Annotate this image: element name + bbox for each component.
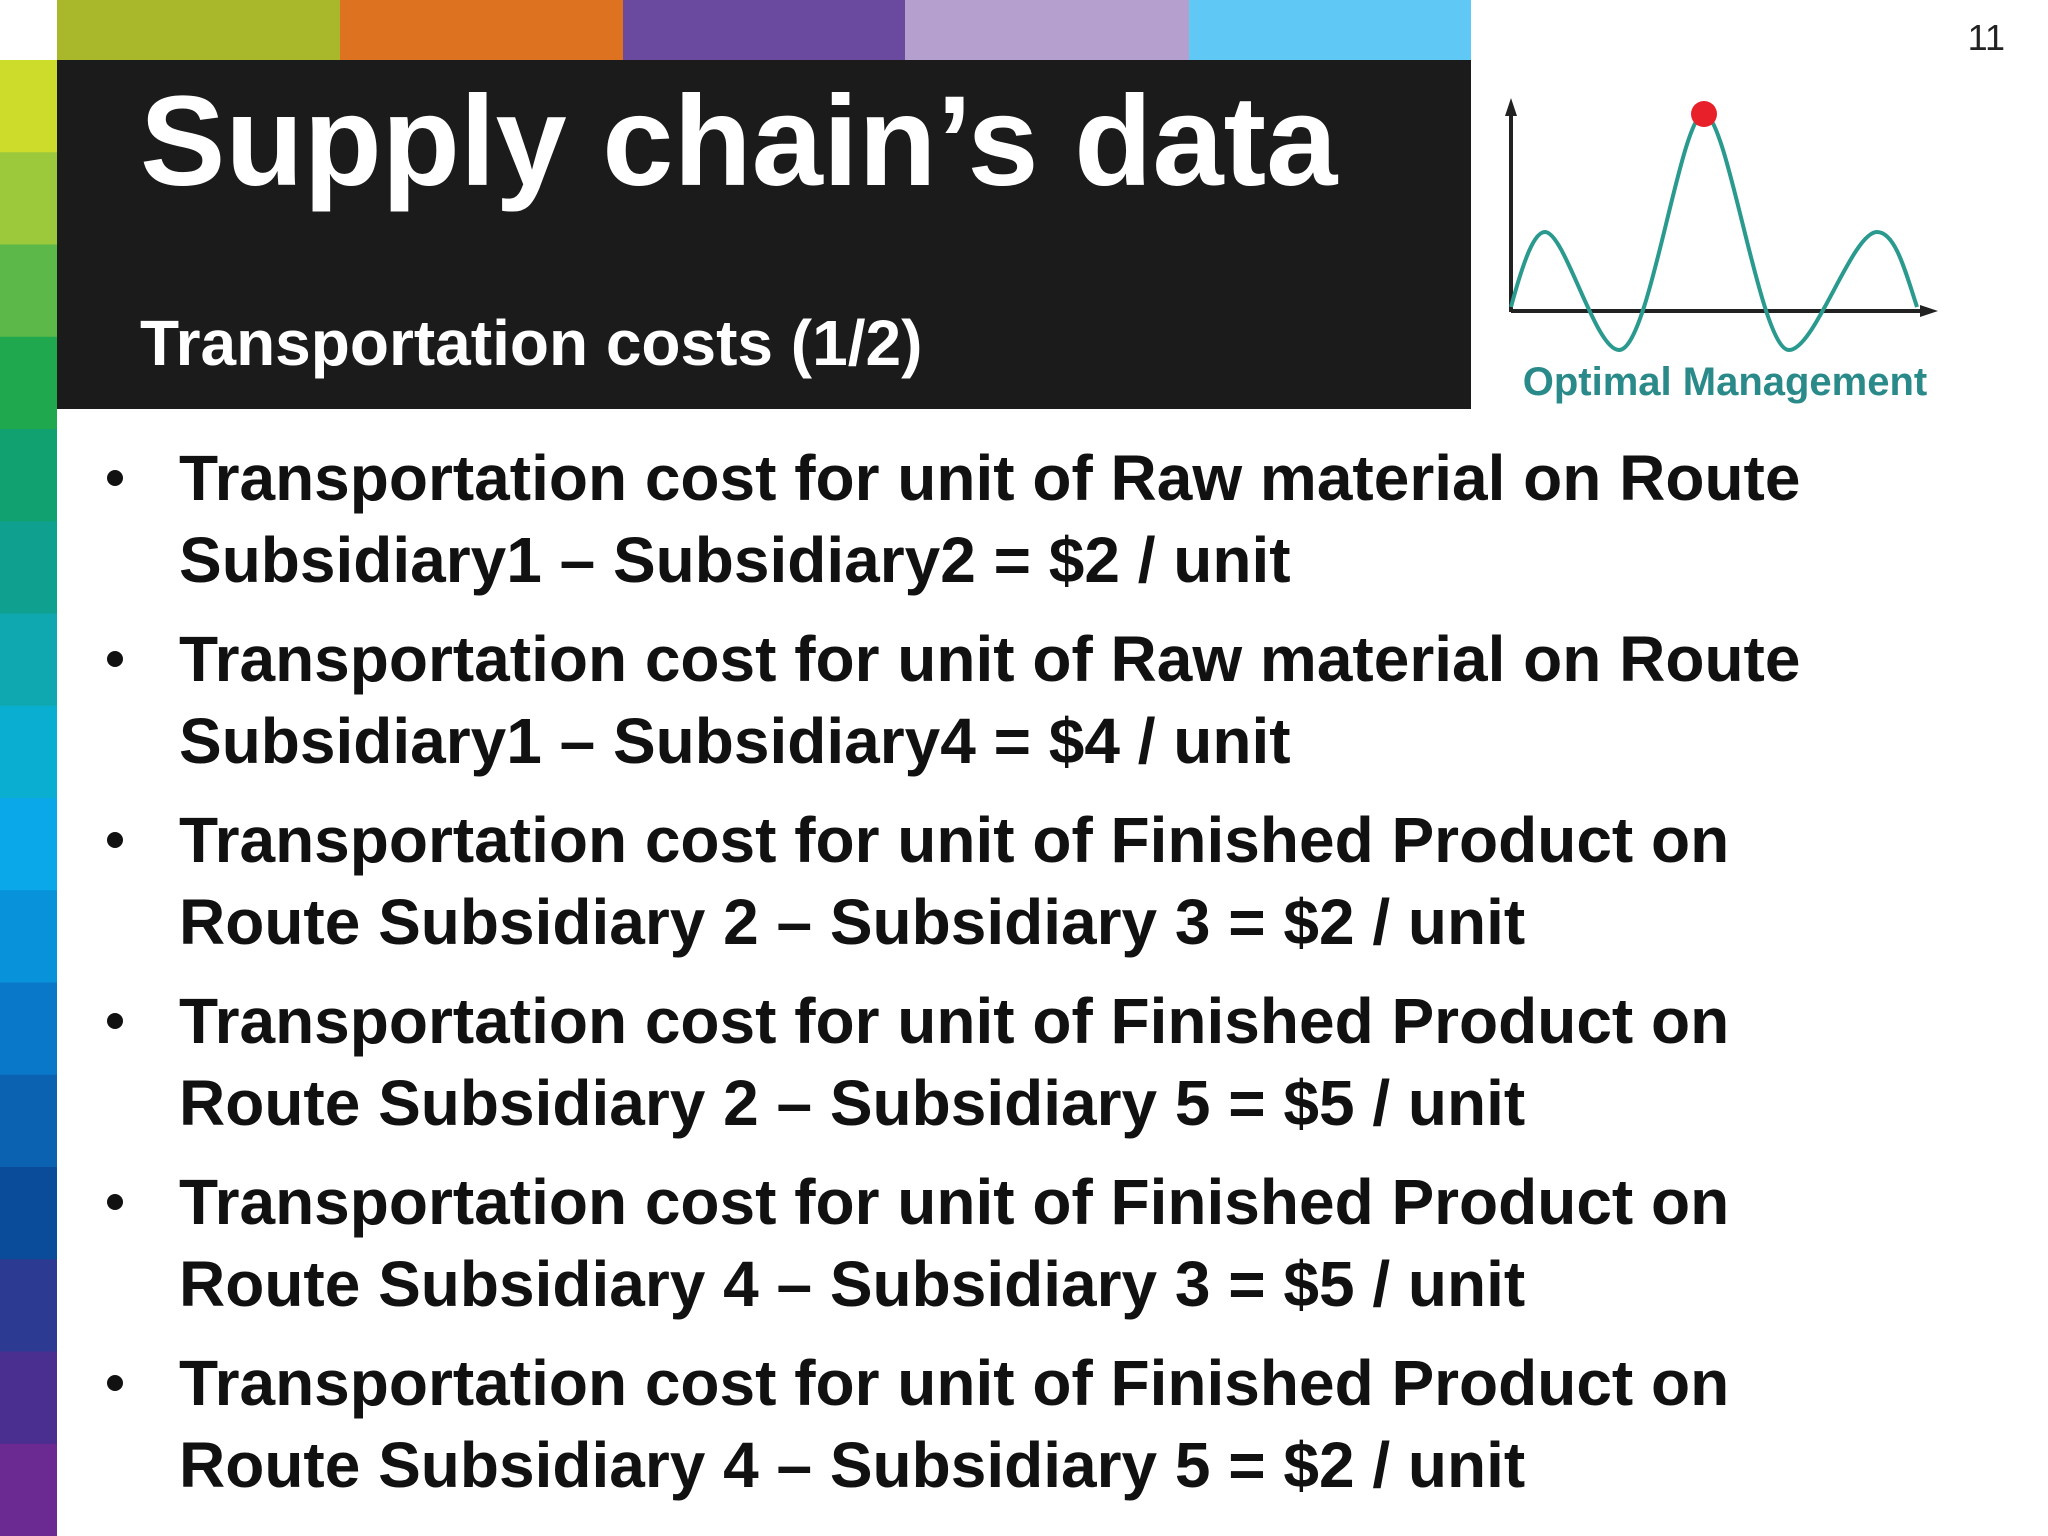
stripe-block	[0, 705, 57, 799]
header-band	[57, 60, 1471, 409]
color-block	[623, 0, 905, 60]
logo-caption: Optimal Management	[1523, 360, 1928, 404]
logo-arrow	[1505, 98, 1517, 116]
color-block	[905, 0, 1189, 60]
bullet-marker	[107, 1013, 123, 1029]
logo-peak	[1691, 101, 1717, 127]
page-number: 11	[1968, 17, 2005, 58]
stripe-block	[0, 982, 57, 1076]
subtitle: Transportation costs (1/2)	[140, 307, 922, 379]
title: Supply chain’s data	[140, 70, 1338, 213]
stripe-block	[0, 890, 57, 984]
bullet-text: Transportation cost for unit of Finished…	[179, 985, 1729, 1057]
logo: Optimal Management	[1505, 98, 1938, 404]
color-block	[57, 0, 340, 60]
top-color-bar	[57, 0, 1471, 60]
bullet-text: Transportation cost for unit of Raw mate…	[179, 623, 1800, 695]
bullet-text: Transportation cost for unit of Finished…	[179, 804, 1729, 876]
stripe-block	[0, 1167, 57, 1261]
bullet-marker	[107, 832, 123, 848]
bullet-text: Transportation cost for unit of Finished…	[179, 1347, 1729, 1419]
stripe-block	[0, 1074, 57, 1168]
color-block	[340, 0, 623, 60]
stripe-block	[0, 336, 57, 430]
bullet-marker	[107, 651, 123, 667]
bullet-text: Route Subsidiary 4 – Subsidiary 5 = $2 /…	[179, 1429, 1525, 1501]
bullet-text: Subsidiary1 – Subsidiary4 = $4 / unit	[179, 705, 1291, 777]
stripe-block	[0, 613, 57, 707]
stripe-block	[0, 244, 57, 338]
bullet-text: Subsidiary1 – Subsidiary2 = $2 / unit	[179, 524, 1291, 596]
stripe-block	[0, 521, 57, 615]
stripe-block	[0, 798, 57, 892]
bullet-text: Transportation cost for unit of Finished…	[179, 1166, 1729, 1238]
stripe-block	[0, 1259, 57, 1353]
left-color-stripe	[0, 60, 57, 1536]
bullet-marker	[107, 1194, 123, 1210]
bullet-marker	[107, 1375, 123, 1391]
stripe-block	[0, 60, 57, 154]
bullet-text: Transportation cost for unit of Raw mate…	[179, 442, 1800, 514]
bullet-text: Route Subsidiary 4 – Subsidiary 3 = $5 /…	[179, 1248, 1525, 1320]
bullet-list: Transportation cost for unit of Raw mate…	[107, 442, 1800, 1501]
bullet-text: Route Subsidiary 2 – Subsidiary 5 = $5 /…	[179, 1067, 1525, 1139]
bullet-text: Route Subsidiary 2 – Subsidiary 3 = $2 /…	[179, 886, 1525, 958]
bullet-marker	[107, 470, 123, 486]
logo-arrow	[1920, 305, 1938, 317]
stripe-block	[0, 1443, 57, 1536]
stripe-block	[0, 152, 57, 246]
stripe-block	[0, 429, 57, 523]
color-block	[1189, 0, 1471, 60]
stripe-block	[0, 1351, 57, 1445]
